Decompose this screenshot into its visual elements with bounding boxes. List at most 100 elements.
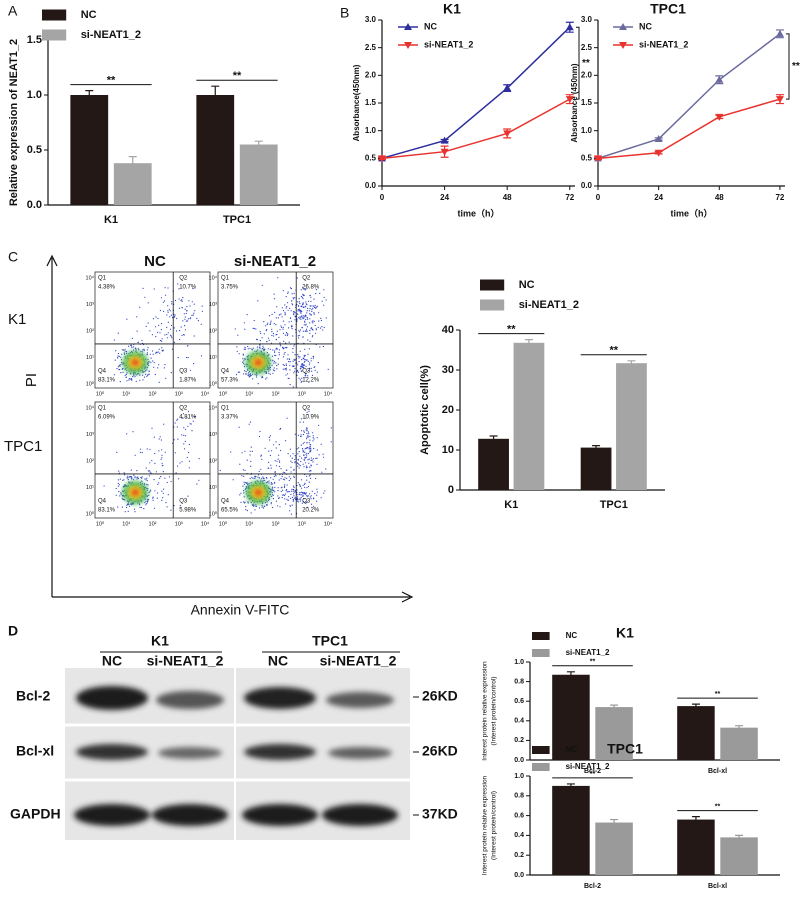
event-dot xyxy=(309,322,311,324)
event-dot xyxy=(146,502,148,505)
event-dot xyxy=(294,329,297,331)
point xyxy=(715,113,724,121)
band xyxy=(74,804,150,826)
event-dot xyxy=(293,468,295,470)
event-dot xyxy=(284,493,286,495)
event-dot xyxy=(258,507,261,509)
event-dot xyxy=(313,447,315,450)
event-dot xyxy=(311,490,313,492)
event-dot xyxy=(276,306,278,308)
event-dot xyxy=(137,348,139,350)
event-dot xyxy=(249,347,251,349)
band xyxy=(242,804,318,826)
event-dot xyxy=(133,508,136,510)
event-dot xyxy=(269,373,271,375)
event-dot xyxy=(122,479,124,481)
event-dot xyxy=(146,448,148,450)
event-dot xyxy=(166,506,168,508)
event-dot xyxy=(255,374,258,376)
event-dot xyxy=(302,294,304,296)
event-dot xyxy=(271,331,273,333)
point xyxy=(503,130,512,138)
event-dot xyxy=(144,502,146,504)
event-dot xyxy=(265,378,267,380)
event-dot xyxy=(300,444,302,446)
event-dot xyxy=(198,479,200,481)
event-dot xyxy=(150,357,152,359)
y-tick-label: 1.5 xyxy=(27,34,42,46)
event-dot xyxy=(136,316,138,318)
event-dot xyxy=(277,505,279,507)
flow-x-label: Annexin V-FITC xyxy=(191,602,290,618)
event-dot xyxy=(260,455,262,457)
x-decade: 10³ xyxy=(175,391,183,397)
bar xyxy=(616,363,647,490)
bar xyxy=(552,674,590,760)
event-dot xyxy=(128,378,130,380)
event-dot xyxy=(230,451,232,453)
event-dot xyxy=(310,367,312,369)
x-axis-label: time（h） xyxy=(670,208,712,218)
event-dot xyxy=(287,499,289,501)
event-dot xyxy=(286,477,288,479)
event-dot xyxy=(244,328,246,330)
event-dot xyxy=(288,491,290,493)
event-dot xyxy=(114,359,116,361)
event-dot xyxy=(141,477,143,479)
event-dot xyxy=(244,366,246,368)
x-tick-label: Bcl-xl xyxy=(708,768,727,775)
event-dot xyxy=(307,506,309,508)
event-dot xyxy=(277,495,279,497)
event-dot xyxy=(177,357,179,359)
event-dot xyxy=(299,350,301,352)
event-dot xyxy=(303,431,305,433)
event-dot xyxy=(314,304,316,306)
event-dot xyxy=(310,477,312,479)
x-decade: 10¹ xyxy=(245,521,253,527)
event-dot xyxy=(314,492,316,495)
event-dot xyxy=(257,349,259,351)
blot-protein: GAPDH xyxy=(10,806,61,822)
event-dot xyxy=(255,338,258,340)
panel-letter: C xyxy=(8,249,18,265)
event-dot xyxy=(170,314,172,316)
y-tick-label: 3.0 xyxy=(581,15,593,24)
flow-y-label: PI xyxy=(23,373,40,387)
event-dot xyxy=(177,418,179,420)
event-dot xyxy=(308,470,310,472)
event-dot xyxy=(293,491,296,493)
event-dot xyxy=(292,500,294,502)
event-dot xyxy=(297,364,299,366)
event-dot xyxy=(184,316,186,318)
event-dot xyxy=(281,316,283,318)
y-tick-label: 0.4 xyxy=(514,832,524,839)
event-dot xyxy=(270,482,272,484)
event-dot xyxy=(140,506,142,509)
event-dot xyxy=(306,310,308,312)
event-dot xyxy=(271,355,274,357)
event-dot xyxy=(300,370,302,372)
event-dot xyxy=(263,349,265,351)
event-dot xyxy=(143,349,145,352)
event-dot xyxy=(201,310,203,312)
event-dot xyxy=(308,410,310,412)
quadrant-name: Q2 xyxy=(302,276,311,282)
event-dot xyxy=(280,468,282,470)
event-dot xyxy=(280,449,282,452)
event-dot xyxy=(298,298,300,300)
event-dot xyxy=(303,498,305,500)
event-dot xyxy=(267,467,269,469)
event-dot xyxy=(303,430,305,432)
event-dot xyxy=(138,349,140,351)
quadrant-name: Q4 xyxy=(98,369,107,375)
event-dot xyxy=(294,316,296,318)
event-dot xyxy=(273,298,276,300)
event-dot xyxy=(281,497,283,499)
event-dot xyxy=(123,352,125,354)
event-dot xyxy=(282,489,284,491)
event-dot xyxy=(292,298,295,300)
event-dot xyxy=(309,294,311,296)
event-dot xyxy=(243,370,246,372)
event-dot xyxy=(312,355,314,357)
event-dot xyxy=(294,458,296,461)
